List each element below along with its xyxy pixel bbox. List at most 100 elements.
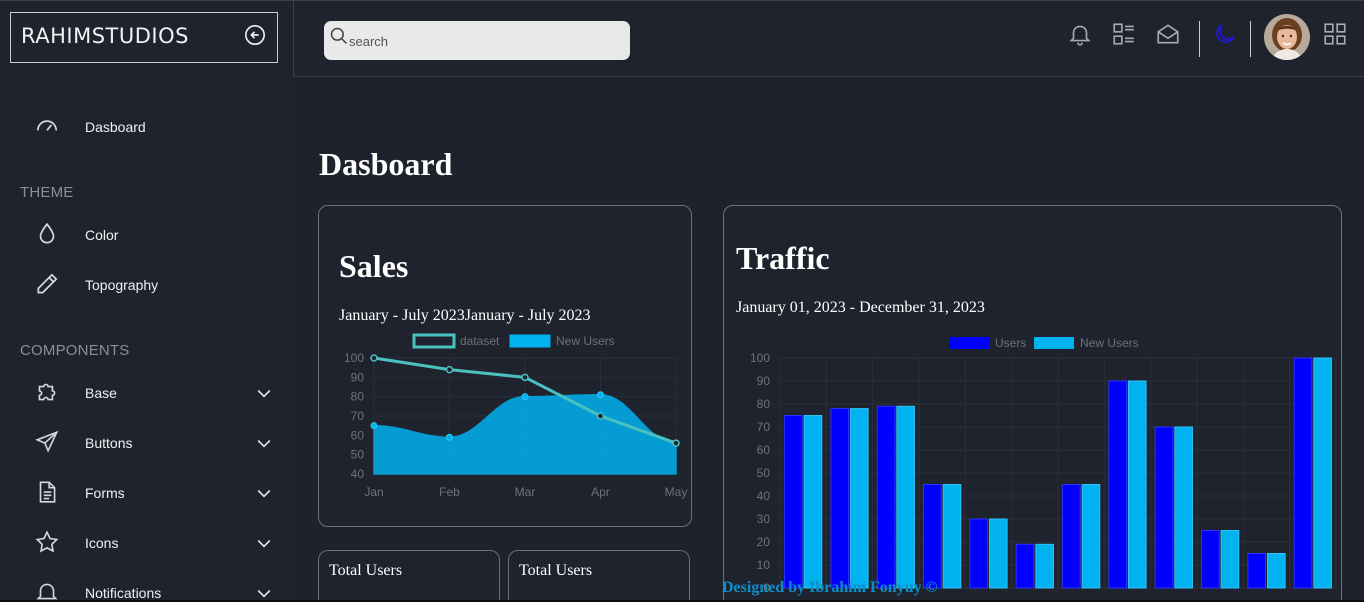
topbar-divider	[1250, 21, 1251, 57]
bar	[1247, 553, 1266, 589]
document-icon	[39, 481, 56, 503]
sidebar-item-label: Notifications	[85, 585, 162, 601]
bar	[1201, 530, 1220, 589]
sales-line-chart: dataset New Users 40 50 60 70 80 90 100 Jan Feb Mar…	[344, 333, 688, 499]
total-users-card: Total Users	[508, 550, 690, 602]
sidebar-item-topography[interactable]: Topography	[0, 265, 293, 305]
bar	[1081, 484, 1101, 589]
bar	[1220, 530, 1240, 589]
bar	[876, 405, 896, 589]
y-tick-label: 100	[750, 351, 770, 365]
y-tick-label: 60	[757, 443, 771, 457]
sidebar-item-forms[interactable]: Forms	[0, 473, 293, 513]
sidebar-item-label: Topography	[85, 277, 159, 293]
data-point	[521, 393, 529, 401]
chevron-down-icon[interactable]	[254, 533, 274, 553]
y-tick-label: 90	[757, 374, 771, 388]
legend-swatch	[949, 337, 989, 349]
bar	[1108, 380, 1128, 589]
y-tick-label: 40	[757, 489, 771, 503]
total-users-title: Total Users	[519, 562, 593, 579]
data-point	[521, 373, 529, 382]
moon-icon[interactable]	[1212, 21, 1238, 47]
sidebar-item-label: Color	[85, 227, 119, 243]
sidebar-item-icons[interactable]: Icons	[0, 523, 293, 563]
data-point	[672, 439, 680, 447]
sales-title: Sales	[339, 248, 409, 284]
sidebar: RAHIMSTUDIOS Dasboard THEME Color Topogr…	[0, 0, 293, 602]
bar	[989, 518, 1008, 589]
traffic-subtitle: January 01, 2023 - December 31, 2023	[736, 299, 985, 316]
total-users-card: Total Users	[318, 550, 500, 602]
bottom-border	[0, 600, 1364, 602]
brand-name: RAHIMSTUDIOS	[21, 24, 189, 48]
bell-icon	[36, 583, 58, 602]
sales-card: Sales January - July 2023January - July …	[318, 205, 692, 527]
legend-label: Users	[995, 336, 1026, 350]
sidebar-item-color[interactable]: Color	[0, 215, 293, 255]
topbar	[293, 0, 1364, 77]
bar	[942, 484, 962, 589]
x-tick-label: Mar	[515, 485, 536, 499]
traffic-bar-chart: Users New Users 0 10 20 30 40 50 60 70 80 90 100	[750, 336, 1337, 595]
sidebar-item-base[interactable]: Base	[0, 373, 293, 413]
chevron-down-icon[interactable]	[254, 583, 274, 602]
search-icon	[330, 27, 348, 45]
bar	[969, 518, 988, 589]
y-tick-label: 70	[351, 409, 365, 423]
data-point	[445, 365, 454, 374]
sales-subtitle: January - July 2023January - July 2023	[339, 307, 591, 324]
y-tick-label: 80	[351, 390, 365, 404]
bar	[1128, 380, 1147, 589]
droplet-icon	[39, 222, 55, 244]
y-tick-label: 90	[351, 370, 365, 384]
bar	[850, 408, 869, 589]
bar	[1267, 553, 1286, 589]
x-tick-label: Apr	[591, 485, 610, 499]
list-icon[interactable]	[1111, 21, 1137, 47]
bar	[1035, 543, 1054, 589]
section-title-components: COMPONENTS	[20, 342, 130, 359]
y-tick-label: 40	[351, 467, 365, 481]
bar	[1154, 426, 1174, 589]
bell-icon[interactable]	[1067, 21, 1093, 47]
grid-icon[interactable]	[1322, 21, 1348, 47]
y-tick-label: 50	[351, 448, 365, 462]
collapse-sidebar-icon[interactable]	[244, 24, 266, 46]
y-tick-label: 70	[757, 420, 771, 434]
sidebar-item-notifications[interactable]: Notifications	[0, 573, 293, 602]
avatar-image	[1264, 14, 1310, 60]
sidebar-item-buttons[interactable]: Buttons	[0, 423, 293, 463]
x-tick-label: May	[665, 485, 688, 499]
traffic-card: Traffic January 01, 2023 - December 31, …	[723, 205, 1342, 602]
bar	[1015, 543, 1035, 589]
mail-icon[interactable]	[1155, 21, 1181, 47]
chevron-down-icon[interactable]	[254, 383, 274, 403]
total-users-title: Total Users	[329, 562, 403, 579]
y-tick-label: 10	[757, 558, 771, 572]
bar	[923, 484, 942, 589]
chevron-down-icon[interactable]	[254, 483, 274, 503]
legend-label: New Users	[556, 334, 615, 348]
sidebar-item-dashboard[interactable]: Dasboard	[0, 107, 293, 147]
sidebar-item-label: Forms	[85, 485, 125, 501]
puzzle-icon	[38, 383, 56, 401]
legend-label: dataset	[460, 334, 500, 348]
legend-label: New Users	[1080, 336, 1139, 350]
pencil-icon	[37, 273, 58, 294]
data-point	[446, 433, 453, 441]
bar	[784, 415, 803, 589]
y-tick-label: 60	[351, 428, 365, 442]
x-tick-label: Feb	[439, 485, 460, 499]
chevron-down-icon[interactable]	[254, 433, 274, 453]
bar	[1062, 484, 1081, 589]
search-input[interactable]	[349, 31, 619, 51]
avatar[interactable]	[1264, 14, 1310, 60]
star-icon	[35, 530, 59, 553]
x-tick-label: Jan	[364, 485, 383, 499]
search-box[interactable]	[324, 21, 630, 60]
y-tick-label: 20	[757, 535, 771, 549]
bar	[1313, 357, 1332, 589]
bar	[830, 408, 849, 589]
sidebar-item-label: Dasboard	[85, 119, 146, 135]
